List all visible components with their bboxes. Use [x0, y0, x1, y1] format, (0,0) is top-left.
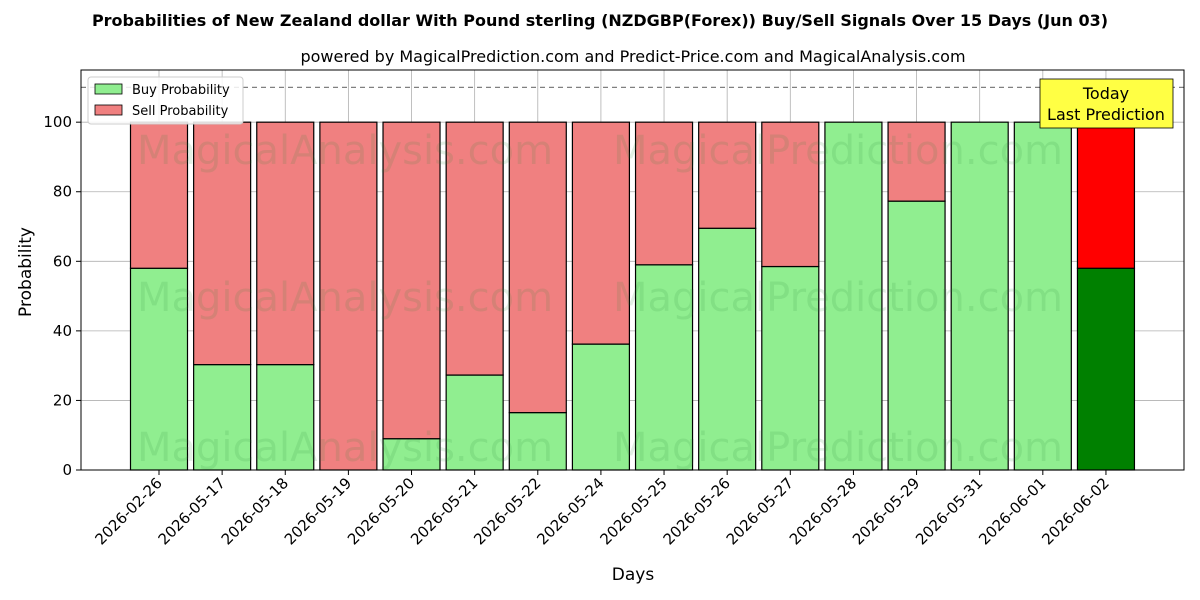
x-tick-label: 2026-06-01: [975, 474, 1049, 548]
bar-sell: [1076, 121, 1136, 269]
bar-sell: [571, 121, 631, 345]
x-tick-label: 2026-05-21: [407, 474, 481, 548]
x-tick-label: 2026-06-02: [1038, 474, 1112, 548]
bar-sell: [382, 121, 441, 440]
watermark: MagicalAnalysis.com: [137, 425, 553, 471]
watermark: MagicalAnalysis.com: [137, 128, 553, 174]
x-tick-label: 2026-05-31: [912, 474, 986, 548]
bar-sell: [887, 121, 946, 202]
x-tick-label: 2026-05-27: [723, 474, 797, 548]
bar-buy: [1076, 267, 1136, 471]
watermarks: MagicalAnalysis.com MagicalPrediction.com…: [137, 128, 1063, 471]
x-tick-label: 2026-05-24: [533, 474, 607, 548]
watermark: MagicalPrediction.com: [613, 128, 1063, 174]
legend-label-buy: Buy Probability: [132, 83, 230, 98]
y-tick-label: 80: [53, 183, 72, 201]
bar-sell: [445, 121, 504, 376]
y-tick-label: 20: [53, 391, 72, 409]
legend: Buy Probability Sell Probability: [87, 76, 244, 125]
bar-buy: [634, 264, 694, 471]
bar-buy: [761, 265, 820, 471]
bar-buy: [1013, 121, 1072, 471]
watermark: MagicalPrediction.com: [613, 425, 1063, 471]
x-tick-label: 2026-05-19: [281, 474, 355, 548]
bar-buy: [571, 343, 631, 471]
bar-sell: [634, 121, 694, 266]
plot-frame: [80, 69, 1185, 471]
x-tick-label: 2026-05-18: [218, 474, 292, 548]
y-tick-label: 40: [53, 322, 72, 340]
x-axis-label: Days: [612, 565, 655, 585]
watermark: MagicalAnalysis.com: [137, 275, 553, 321]
bar-sell: [129, 121, 189, 269]
legend-label-sell: Sell Probability: [132, 104, 229, 119]
bar-buy: [950, 121, 1009, 471]
bar-buy: [256, 364, 315, 471]
bar-sell: [761, 121, 820, 268]
today-annotation: Today Last Prediction: [1039, 78, 1174, 129]
chart-subtitle: powered by MagicalPrediction.com and Pre…: [300, 47, 965, 66]
x-tick-label: 2026-05-20: [344, 474, 418, 548]
x-tick-label: 2026-05-25: [596, 474, 670, 548]
y-tick-label: 0: [62, 461, 72, 479]
bar-sell: [508, 121, 567, 414]
x-tick-label: 2026-05-17: [155, 474, 229, 548]
bar-sell: [698, 121, 757, 229]
legend-swatch-sell: [94, 104, 123, 116]
bars: [129, 121, 1136, 471]
bar-sell: [256, 121, 315, 366]
y-tick-label: 100: [43, 113, 72, 131]
x-tick-label: 2026-02-26: [91, 474, 165, 548]
x-tick-label: 2026-05-26: [660, 474, 734, 548]
x-tick-label: 2026-05-22: [470, 474, 544, 548]
y-tick-label: 60: [53, 252, 72, 270]
annotation-line-1: Today: [1082, 84, 1129, 103]
y-axis: 0 20 40 60 80 100: [43, 113, 81, 479]
bar-buy: [824, 121, 883, 471]
watermark: MagicalPrediction.com: [613, 275, 1063, 321]
annotation-box: [1039, 78, 1174, 129]
bar-buy: [698, 227, 757, 471]
chart-title: Probabilities of New Zealand dollar With…: [92, 11, 1108, 30]
x-tick-label: 2026-05-29: [849, 474, 923, 548]
bar-buy: [508, 412, 567, 471]
legend-frame: [87, 76, 244, 125]
annotation-line-2: Last Prediction: [1047, 105, 1165, 124]
x-tick-label: 2026-05-28: [786, 474, 860, 548]
bar-buy: [193, 364, 252, 471]
legend-swatch-buy: [94, 83, 123, 95]
bar-sell: [319, 121, 378, 471]
x-axis: 2026-02-262026-05-172026-05-182026-05-19…: [91, 470, 1113, 548]
y-axis-label: Probability: [16, 227, 36, 317]
bar-buy: [887, 200, 946, 471]
